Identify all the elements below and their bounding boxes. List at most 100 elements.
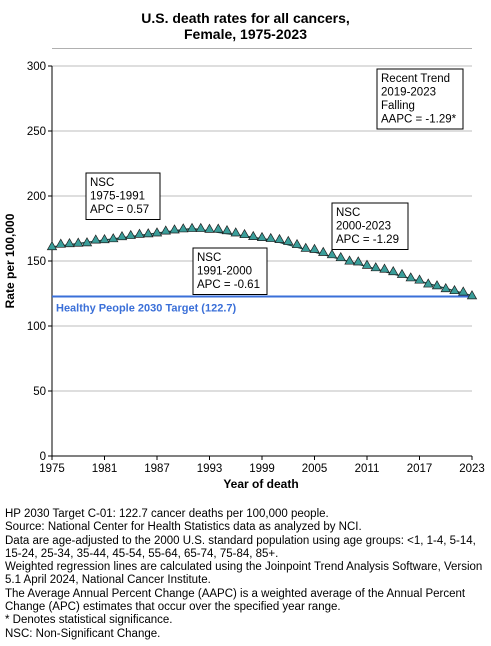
- line-chart: 0 50 100 150 200 250 300 1975 1981 1987 1993 1999 20…: [3, 61, 485, 491]
- data-point-1996: [230, 227, 241, 237]
- y-axis-title: Rate per 100,000: [3, 213, 17, 308]
- y-tick-label-0: 0: [40, 451, 46, 463]
- x-tick-label-1975: 1975: [39, 463, 65, 475]
- annotation-4-line-2: 2019-2023: [381, 87, 436, 99]
- x-tick-label-2005: 2005: [302, 463, 328, 475]
- annotation-1-line-2: 1975-1991: [90, 191, 145, 203]
- footnotes: HP 2030 Target C-01: 122.7 cancer deaths…: [5, 508, 489, 641]
- data-point-2006: [318, 246, 329, 256]
- data-point-1992: [195, 222, 206, 232]
- data-point-1985: [134, 228, 145, 238]
- data-point-2003: [291, 238, 303, 249]
- data-point-1980: [90, 234, 101, 244]
- data-point-2005: [309, 243, 320, 253]
- axes: [48, 65, 473, 460]
- data-point-2016: [405, 272, 416, 282]
- annotation-1-line-1: NSC: [90, 177, 114, 189]
- target-line-group: Healthy People 2030 Target (122.7): [52, 295, 472, 314]
- annotation-4-line-3: Falling: [381, 100, 415, 112]
- data-point-1995: [221, 225, 233, 235]
- data-point-1993: [204, 223, 215, 233]
- data-point-1994: [213, 223, 224, 233]
- data-point-2015: [396, 268, 408, 278]
- annotation-4-line-1: Recent Trend: [381, 73, 450, 85]
- data-point-1986: [143, 228, 154, 238]
- x-tick-label-1993: 1993: [197, 463, 223, 475]
- annotation-frame-1: [85, 172, 161, 220]
- y-tick-label-200: 200: [27, 191, 46, 203]
- data-point-2018: [423, 278, 434, 288]
- annotation-frame-3: [331, 202, 409, 250]
- data-point-1981: [99, 233, 110, 244]
- x-tick-label-1999: 1999: [249, 463, 275, 475]
- data-point-1989: [169, 224, 180, 234]
- data-point-1976: [55, 238, 66, 248]
- data-point-1977: [64, 238, 75, 248]
- data-point-2013: [379, 263, 390, 273]
- footnote-7: NSC: Non-Significant Change.: [5, 627, 161, 640]
- chart-title: U.S. death rates for all cancers, Female…: [0, 10, 491, 42]
- annotation-2-line-3: APC = -0.61: [197, 279, 260, 291]
- annotation-3-line-2: 2000-2023: [336, 221, 391, 233]
- x-tick-label-1987: 1987: [144, 463, 170, 475]
- data-point-2021: [449, 284, 460, 295]
- footnote-3: Data are age-adjusted to the 2000 U.S. s…: [5, 534, 476, 560]
- y-tick-label-300: 300: [27, 61, 46, 73]
- footnote-6: * Denotes statistical significance.: [5, 614, 173, 627]
- y-tick-label-150: 150: [27, 256, 46, 268]
- data-point-1975: [46, 241, 58, 251]
- x-tick-label-2017: 2017: [407, 463, 433, 475]
- chart-title-line-2: Female, 1975-2023: [184, 26, 307, 42]
- footnote-2: Source: National Center for Health Stati…: [5, 521, 362, 534]
- data-point-1991: [186, 222, 198, 232]
- data-point-1987: [151, 227, 163, 237]
- x-tick-label-2011: 2011: [355, 463, 380, 475]
- data-point-2011: [361, 259, 373, 269]
- annotation-frame-2: [192, 247, 268, 295]
- data-point-2002: [283, 235, 294, 245]
- data-point-1979: [81, 237, 93, 247]
- annotation-3-line-1: NSC: [336, 207, 360, 219]
- footnote-5: The Average Annual Percent Change (AAPC)…: [5, 587, 466, 614]
- annotation-2-line-2: 1991-2000: [197, 266, 252, 278]
- data-point-2020: [440, 282, 451, 293]
- annotation-2-line-1: NSC: [197, 252, 221, 264]
- data-point-2017: [414, 274, 425, 284]
- data-point-1990: [178, 223, 189, 233]
- data-point-2010: [353, 256, 364, 266]
- data-point-1999: [256, 231, 268, 242]
- data-point-2001: [274, 233, 285, 243]
- y-tick-label-50: 50: [33, 386, 46, 398]
- data-point-1978: [73, 237, 84, 247]
- tick-labels: 0 50 100 150 200 250 300 1975 1981 1987 1993 1999 20…: [27, 61, 485, 475]
- data-point-2023: [466, 290, 478, 300]
- x-tick-label-1981: 1981: [92, 463, 118, 475]
- annotation-3-line-3: APC = -1.29: [336, 234, 399, 246]
- data-point-2007: [326, 249, 338, 259]
- data-point-2019: [431, 280, 443, 290]
- footnote-4: Weighted regression lines are calculated…: [5, 561, 483, 587]
- data-point-2009: [344, 255, 355, 265]
- data-point-1997: [239, 228, 250, 239]
- data-point-2012: [370, 262, 381, 272]
- y-tick-label-100: 100: [27, 321, 46, 333]
- title-divider: [52, 48, 472, 49]
- data-point-2000: [265, 232, 276, 242]
- annotation-4-line-4: AAPC = -1.29*: [381, 114, 457, 126]
- target-line-label: Healthy People 2030 Target (122.7): [56, 302, 236, 314]
- data-point-1982: [108, 233, 119, 243]
- data-point-2004: [300, 242, 311, 252]
- annotation-frame-4: [376, 68, 464, 130]
- chart-title-line-1: U.S. death rates for all cancers,: [141, 10, 350, 26]
- data-point-1998: [248, 230, 259, 240]
- data-point-1988: [160, 225, 171, 235]
- annotation-1-line-3: APC = 0.57: [90, 204, 149, 216]
- footnote-1: HP 2030 Target C-01: 122.7 cancer deaths…: [5, 508, 329, 520]
- data-point-1984: [125, 229, 136, 239]
- data-points: [46, 222, 478, 300]
